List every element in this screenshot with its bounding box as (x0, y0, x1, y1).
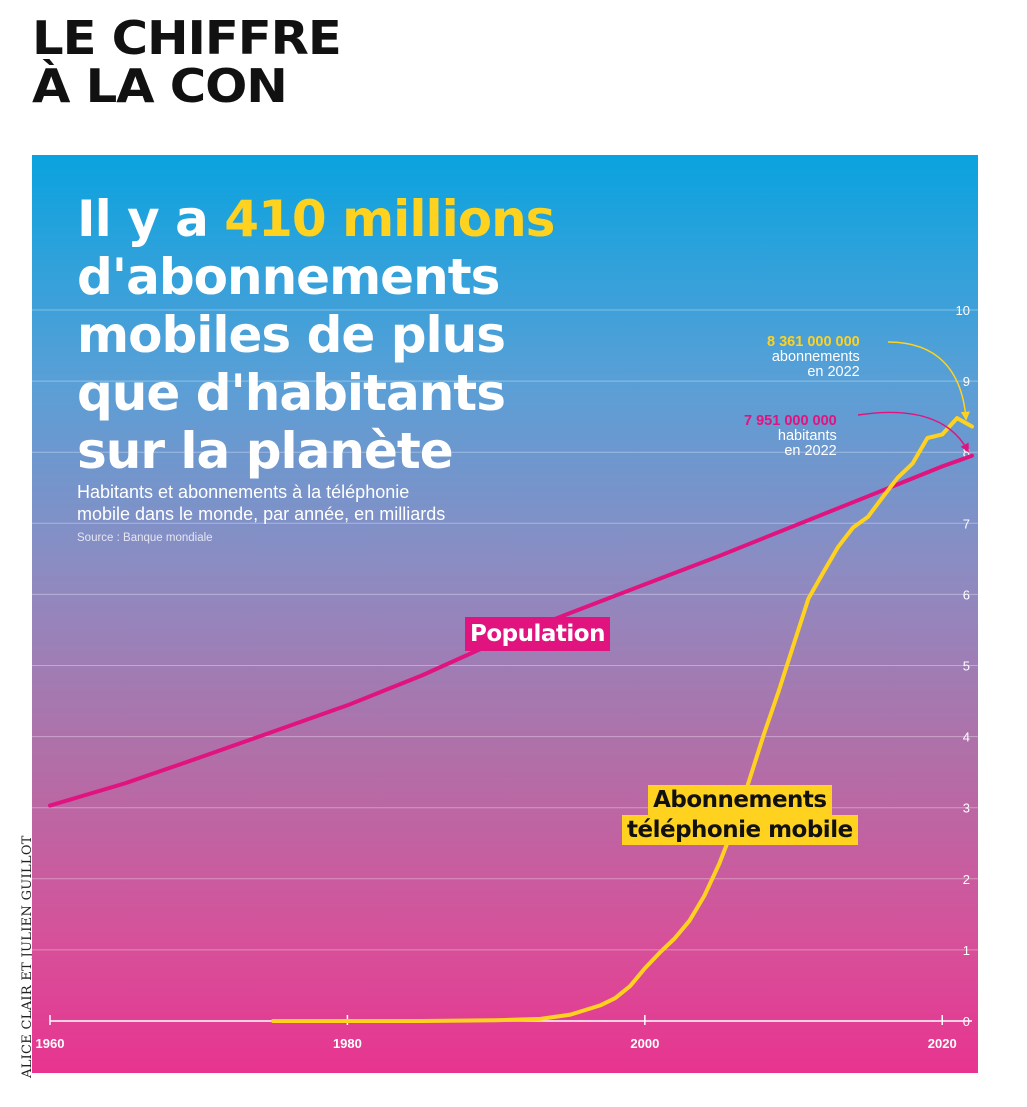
mobile-annotation-line-1: abonnements (771, 349, 860, 365)
x-tick-label: 1960 (36, 1036, 65, 1051)
population-annotation-value: 7 951 000 000 (744, 413, 837, 429)
mobile-annotation-line-2: en 2022 (807, 364, 860, 380)
headline-line-5: sur la planète (77, 422, 454, 480)
headline: Il y a 410 millions d'abonnements mobile… (77, 190, 555, 480)
y-tick-label: 0 (963, 1014, 970, 1029)
page-header: LE CHIFFRE À LA CON (32, 11, 342, 113)
x-tick-label: 2020 (928, 1036, 957, 1051)
headline-pre: Il y a (77, 190, 225, 248)
y-tick-label: 8 (963, 445, 970, 460)
mobile-series-label: Abonnements téléphonie mobile (622, 785, 858, 845)
chart-source: Source : Banque mondiale (77, 532, 213, 544)
chart-panel: 1960 1980 2000 2020 0 1 2 3 4 5 6 7 8 9 10 Il y a 410… (32, 155, 978, 1073)
y-tick-label: 5 (963, 659, 970, 674)
y-tick-label: 2 (963, 872, 970, 887)
population-annotation-line-1: habitants (777, 428, 837, 444)
population-annotation-line-2: en 2022 (784, 443, 837, 459)
subtitle-line-1: Habitants et abonnements à la téléphonie (77, 482, 410, 502)
x-tick-label: 2000 (630, 1036, 659, 1051)
y-tick-label: 3 (963, 801, 970, 816)
population-series-label: Population (465, 617, 610, 651)
mobile-annotation-value: 8 361 000 000 (767, 334, 860, 350)
header-line-1: LE CHIFFRE (32, 11, 342, 65)
chart-subtitle: Habitants et abonnements à la téléphonie… (77, 481, 445, 525)
mobile-label-line-1: Abonnements (648, 785, 832, 815)
headline-line-4: que d'habitants (77, 364, 506, 422)
y-tick-label: 7 (963, 516, 970, 531)
population-annotation-arrow (857, 411, 969, 453)
y-tick-label: 6 (963, 587, 970, 602)
headline-line-3: mobiles de plus (77, 306, 506, 364)
subtitle-line-2: mobile dans le monde, par année, en mill… (77, 504, 446, 524)
mobile-label-line-2: téléphonie mobile (622, 815, 858, 845)
x-tick-label: 1980 (333, 1036, 362, 1051)
y-tick-label: 9 (963, 374, 970, 389)
y-tick-label: 4 (963, 730, 970, 745)
headline-line-2: d'abonnements (77, 248, 500, 306)
mobile-annotation-arrow (887, 341, 970, 421)
y-tick-label: 10 (956, 303, 970, 318)
population-annotation: 7 951 000 000 habitants en 2022 (744, 414, 837, 459)
y-tick-label: 1 (963, 943, 970, 958)
headline-highlight: 410 millions (224, 190, 555, 248)
header-line-2: À LA CON (32, 59, 288, 113)
mobile-annotation: 8 361 000 000 abonnements en 2022 (767, 335, 860, 380)
